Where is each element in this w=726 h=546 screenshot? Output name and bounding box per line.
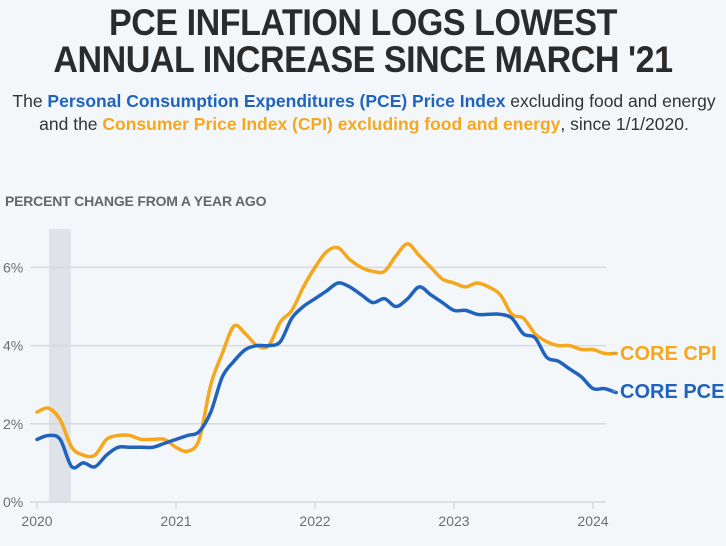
- core-pce-line: [35, 281, 618, 470]
- subtitle-cpi-name: Consumer Price Index (CPI) excluding foo…: [102, 114, 561, 134]
- x-tick-label: 2021: [160, 513, 191, 529]
- y-tick-label: 4%: [3, 338, 23, 354]
- subtitle-pce-name: Personal Consumption Expenditures (PCE) …: [47, 91, 506, 111]
- series-layer: [35, 242, 618, 470]
- x-tick-label: 2022: [299, 513, 330, 529]
- core-pce-legend-label: CORE PCE: [620, 381, 724, 403]
- chart-subtitle: The Personal Consumption Expenditures (P…: [8, 90, 720, 136]
- x-tick-label: 2020: [21, 513, 52, 529]
- subtitle-text-3: , since 1/1/2020.: [560, 114, 689, 134]
- chart-title-line-2: ANNUAL INCREASE SINCE MARCH '21: [53, 39, 673, 80]
- legend-layer: CORE CPI CORE PCE: [612, 343, 724, 403]
- y-axis-title: PERCENT CHANGE FROM A YEAR AGO: [5, 193, 267, 209]
- chart-title-line-1: PCE INFLATION LOGS LOWEST: [109, 2, 617, 43]
- x-axis: 2020 2021 2022 2023 2024: [21, 501, 609, 529]
- grid-layer: 0% 2% 4% 6%: [3, 259, 606, 510]
- subtitle-text-2: excluding food and energy and the: [39, 91, 716, 134]
- y-tick-label: 6%: [3, 259, 23, 275]
- x-tick-label: 2023: [438, 513, 469, 529]
- chart-title: PCE INFLATION LOGS LOWEST ANNUAL INCREAS…: [29, 4, 697, 78]
- x-tick-label: 2024: [577, 513, 608, 529]
- subtitle-text-1: The: [12, 91, 48, 111]
- y-tick-label: 0%: [3, 494, 23, 510]
- y-tick-label: 2%: [3, 416, 23, 432]
- core-cpi-legend-label: CORE CPI: [620, 343, 717, 365]
- core-cpi-line: [35, 242, 618, 459]
